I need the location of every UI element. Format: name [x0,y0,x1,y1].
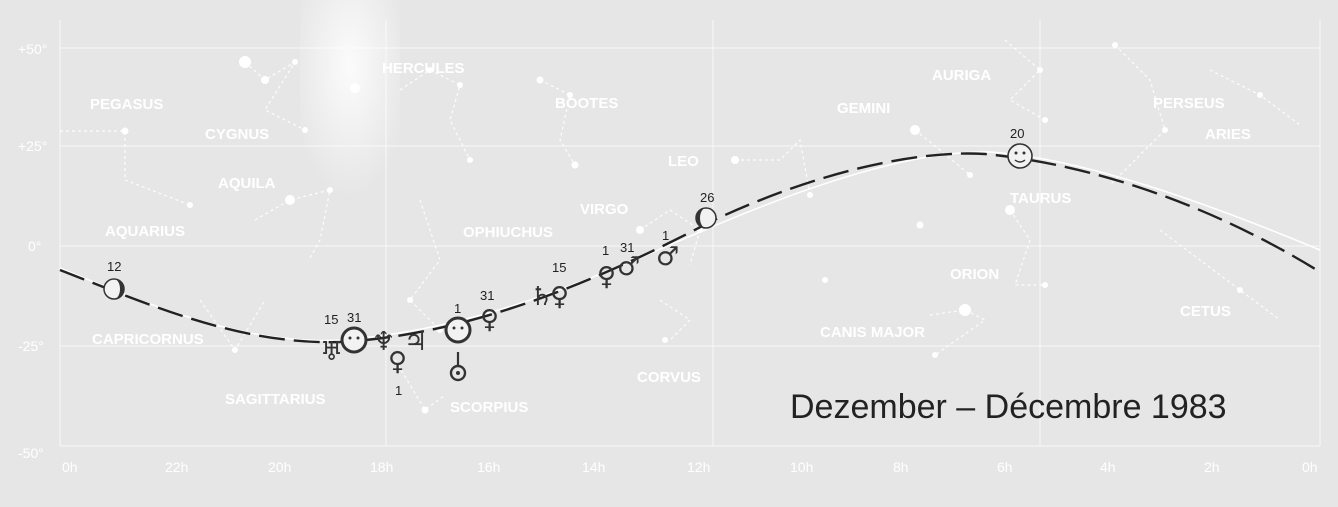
milky-way-glow [300,0,400,220]
constellation-label: SCORPIUS [450,399,528,416]
ra-label: 2h [1204,459,1220,475]
constellation-label: HERCULES [382,60,465,77]
date-label: 20 [1010,126,1024,141]
venus-icon: ♀ [480,305,499,335]
moon-phase-icon [695,207,717,229]
ra-label: 12h [687,459,710,475]
constellation-lines [60,39,1301,411]
date-label: 31 [620,240,634,255]
ra-label: 0h [1302,459,1318,475]
constellation-label: CANIS MAJOR [820,324,925,341]
ra-label: 16h [477,459,500,475]
constellation-label: CAPRICORNUS [92,331,204,348]
dec-label: -25° [18,338,44,354]
dec-label: 0° [28,238,41,254]
date-label: 26 [700,190,714,205]
dec-label: -50° [18,445,44,461]
jupiter-icon: ♃ [404,327,427,357]
chart-title: Dezember – Décembre 1983 [790,388,1227,426]
date-label: 1 [395,383,402,398]
constellation-label: ORION [950,266,999,283]
date-label: 1 [454,301,461,316]
ra-label: 0h [62,459,78,475]
date-label: 12 [107,259,121,274]
moon-phase-icon [103,278,125,300]
constellation-label: SAGITTARIUS [225,391,326,408]
ra-label: 10h [790,459,813,475]
constellation-label: OPHIUCHUS [463,224,553,241]
sun-icon [444,316,472,344]
date-label: 31 [347,310,361,325]
stars [121,42,1263,414]
date-label: 15 [324,312,338,327]
date-labels: 12 15 31 1 1 31 15 1 31 1 26 20 [107,126,1024,398]
date-label: 15 [552,260,566,275]
saturn-icon: ♄ [530,282,553,312]
dec-label: +25° [18,138,47,154]
constellation-label: CYGNUS [205,126,269,143]
constellation-label: GEMINI [837,100,890,117]
venus-icon: ♀ [388,347,407,377]
constellation-label: TAURUS [1010,190,1071,207]
mars-icon: ♂ [656,242,679,272]
ra-label: 14h [582,459,605,475]
date-label: 31 [480,288,494,303]
constellation-label: PEGASUS [90,96,163,113]
neptune-icon: ♆ [372,327,395,357]
sun-icon [340,326,368,354]
ra-label: 6h [997,459,1013,475]
mars-icon: ♂ [617,252,640,282]
constellation-label: BOOTES [555,95,618,112]
constellation-label: PERSEUS [1153,95,1225,112]
constellation-labels: PEGASUS CYGNUS HERCULES BOOTES AURIGA PE… [90,60,1251,416]
coordinate-grid [59,20,1321,447]
venus-icon: ♀ [550,282,569,312]
date-label: 1 [662,228,669,243]
ra-label: 22h [165,459,188,475]
right-ascension-axis: 0h 22h 20h 18h 16h 14h 12h 10h 8h 6h 4h … [62,459,1318,475]
constellation-label: VIRGO [580,201,629,218]
declination-axis: +50° +25° 0° -25° -50° [18,41,47,461]
constellation-label: AQUARIUS [105,223,185,240]
constellation-label: CETUS [1180,303,1231,320]
dec-label: +50° [18,41,47,57]
constellation-label: AQUILA [218,175,276,192]
constellation-label: AURIGA [932,67,991,84]
moon-phase-icon [1007,143,1033,169]
ra-label: 8h [893,459,909,475]
constellation-label: ARIES [1205,126,1251,143]
venus-icon: ♀ [597,262,616,292]
date-label: 1 [602,243,609,258]
ra-label: 20h [268,459,291,475]
constellation-label: LEO [668,153,699,170]
ra-label: 18h [370,459,393,475]
constellation-label: CORVUS [637,369,701,386]
ra-label: 4h [1100,459,1116,475]
uranus-icon: ♅ [320,337,343,367]
sun-icon [449,352,467,382]
